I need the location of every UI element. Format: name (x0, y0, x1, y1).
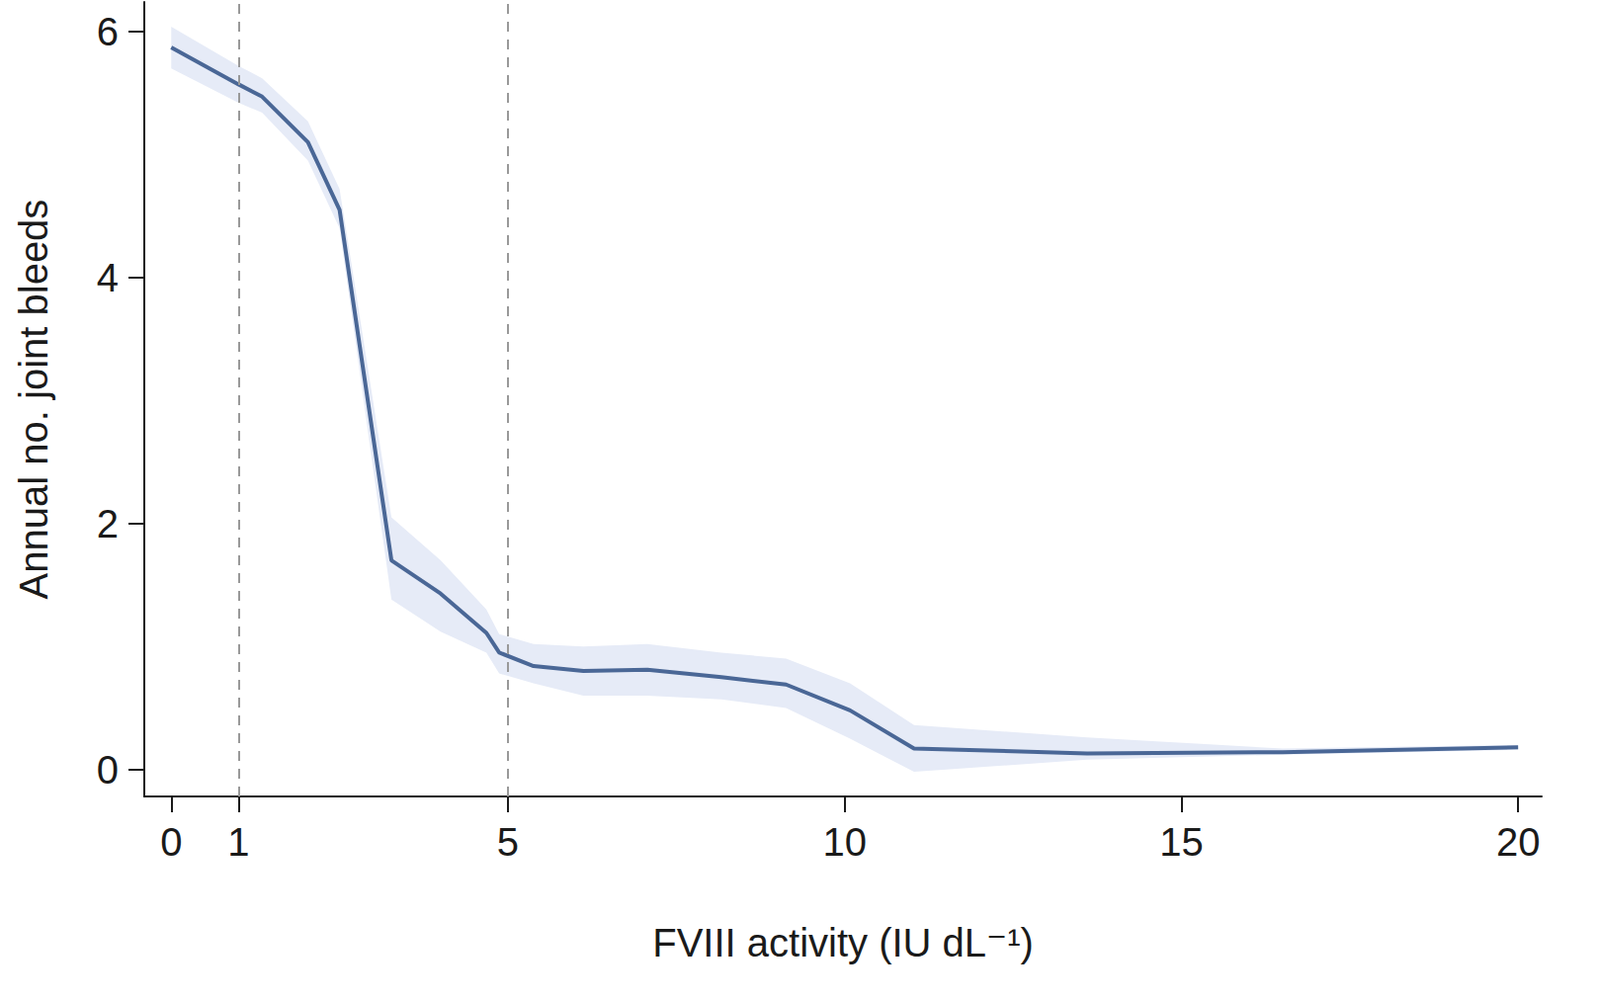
svg-text:0: 0 (96, 748, 119, 792)
svg-text:Annual no. joint bleeds: Annual no. joint bleeds (11, 199, 56, 600)
svg-text:1: 1 (227, 820, 250, 864)
svg-text:6: 6 (96, 9, 119, 54)
svg-text:10: 10 (822, 820, 867, 864)
svg-text:FVIII activity (IU dL⁻¹): FVIII activity (IU dL⁻¹) (652, 921, 1034, 965)
svg-text:0: 0 (160, 820, 182, 864)
svg-text:4: 4 (96, 255, 119, 300)
svg-text:2: 2 (96, 502, 119, 546)
svg-text:15: 15 (1159, 820, 1204, 864)
svg-text:5: 5 (497, 820, 519, 864)
svg-text:20: 20 (1496, 820, 1541, 864)
